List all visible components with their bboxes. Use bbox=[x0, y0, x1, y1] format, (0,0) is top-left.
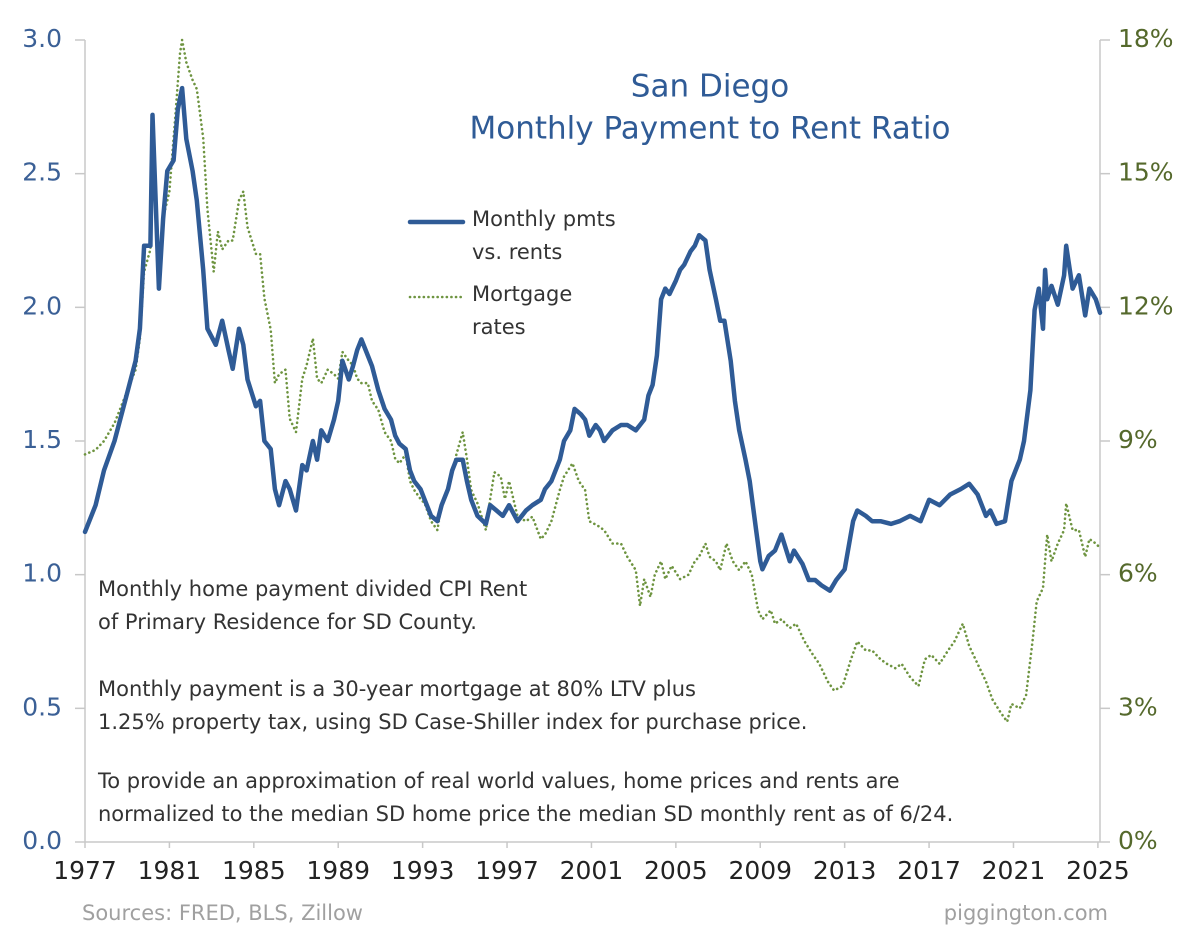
y-tick-label: 0.0 bbox=[22, 826, 62, 855]
note-text: To provide an approximation of real worl… bbox=[97, 769, 900, 793]
source: Sources: FRED, BLS, Zillow bbox=[82, 901, 363, 925]
x-tick-label: 2021 bbox=[982, 856, 1046, 885]
data-line bbox=[83, 38, 1102, 723]
x-tick-label: 2017 bbox=[897, 856, 961, 885]
x-tick-label: 2001 bbox=[560, 856, 624, 885]
chart-title: San Diego bbox=[631, 69, 789, 105]
y2-tick-label: 6% bbox=[1118, 559, 1158, 588]
note-text: of Primary Residence for SD County. bbox=[98, 610, 477, 634]
y2-tick-label: 3% bbox=[1118, 692, 1158, 721]
x-tick-label: 1989 bbox=[306, 856, 370, 885]
legend-label: Mortgage rates bbox=[472, 282, 573, 339]
y2-tick-label: 9% bbox=[1118, 425, 1158, 454]
note-text: Monthly home payment divided CPI Rent bbox=[98, 577, 527, 601]
chart-subtitle: Monthly Payment to Rent Ratio bbox=[470, 111, 951, 147]
x-tick-label: 1977 bbox=[53, 856, 117, 885]
y2-tick-label: 0% bbox=[1118, 826, 1158, 855]
x-tick-label: 2005 bbox=[644, 856, 708, 885]
y-tick-label: 0.5 bbox=[22, 692, 62, 721]
y-tick-label: 2.0 bbox=[22, 291, 62, 320]
x-tick-label: 2025 bbox=[1066, 856, 1130, 885]
x-tick-label: 1985 bbox=[222, 856, 286, 885]
y2-tick-label: 15% bbox=[1118, 158, 1174, 187]
y-tick-label: 1.0 bbox=[22, 559, 62, 588]
x-tick-label: 1993 bbox=[391, 856, 455, 885]
legend-label: Monthly pmts vs. rents bbox=[472, 207, 616, 264]
x-tick-label: 2009 bbox=[728, 856, 792, 885]
x-tick-label: 1997 bbox=[475, 856, 539, 885]
y2-tick-label: 12% bbox=[1118, 291, 1174, 320]
note-text: normalized to the median SD home price t… bbox=[98, 802, 953, 826]
y2-tick-label: 18% bbox=[1118, 24, 1174, 53]
y-tick-label: 1.5 bbox=[22, 425, 62, 454]
credit: piggington.com bbox=[944, 901, 1108, 925]
x-tick-label: 2013 bbox=[813, 856, 877, 885]
note-text: 1.25% property tax, using SD Case-Shille… bbox=[98, 710, 807, 734]
y-tick-label: 2.5 bbox=[22, 158, 62, 187]
note-text: Monthly payment is a 30-year mortgage at… bbox=[98, 677, 696, 701]
data-line bbox=[82, 85, 1103, 593]
y-tick-label: 3.0 bbox=[22, 24, 62, 53]
x-tick-label: 1981 bbox=[138, 856, 202, 885]
